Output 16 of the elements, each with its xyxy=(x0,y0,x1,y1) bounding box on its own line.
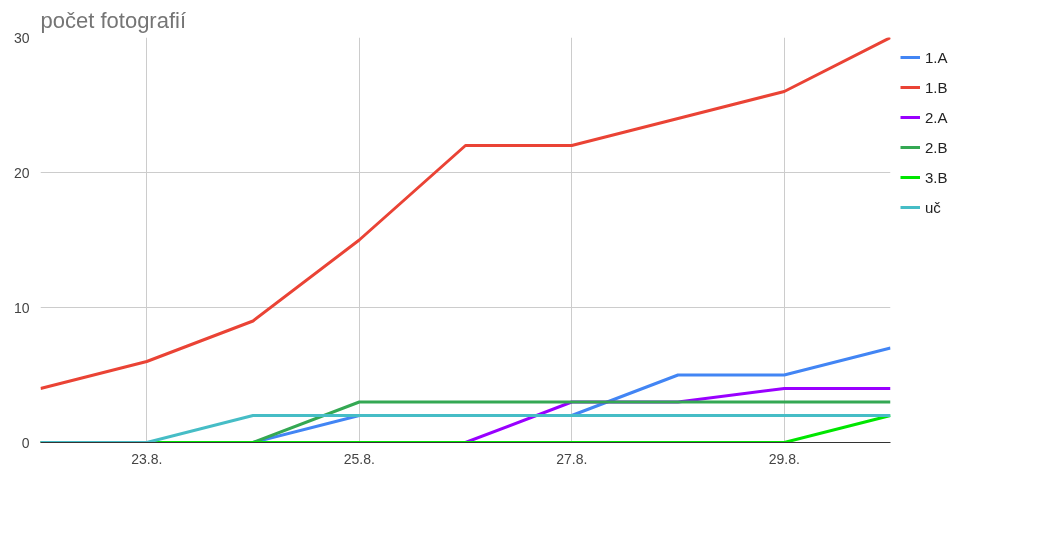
x-tick-label: 25.8. xyxy=(343,450,375,467)
legend-label: uč xyxy=(925,198,942,216)
legend-label: 2.B xyxy=(925,138,948,156)
line-series xyxy=(40,37,891,390)
y-tick-label: 20 xyxy=(13,164,30,181)
y-tick-label: 10 xyxy=(13,299,30,316)
chart-title: počet fotografií xyxy=(40,7,187,33)
legend-label: 1.A xyxy=(925,48,948,66)
legend-label: 2.A xyxy=(925,108,948,126)
legend-label: 3.B xyxy=(925,168,948,186)
y-tick-label: 30 xyxy=(13,29,30,46)
y-tick-label: 0 xyxy=(21,434,30,451)
legend-label: 1.B xyxy=(925,78,948,96)
x-tick-label: 27.8. xyxy=(556,450,588,467)
x-tick-label: 29.8. xyxy=(768,450,800,467)
x-tick-label: 23.8. xyxy=(131,450,163,467)
